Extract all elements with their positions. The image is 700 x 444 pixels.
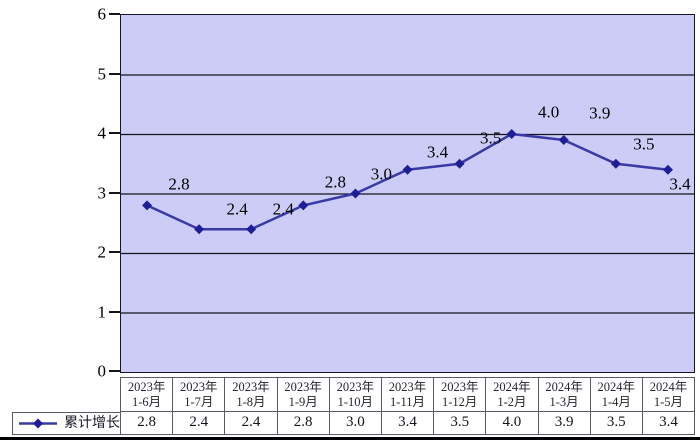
- category-cell: 2024年 1-3月: [537, 378, 590, 411]
- y-axis-tick-mark: [109, 13, 120, 15]
- value-cell: 2.4: [224, 412, 276, 434]
- category-cell: 2023年 1-7月: [172, 378, 224, 411]
- values-row: 2.8 2.4 2.4 2.8 3.0 3.4 3.5 4.0 3.9 3.5 3.4: [120, 412, 695, 435]
- category-cell: 2024年 1-5月: [641, 378, 694, 411]
- y-axis-tick-label: 3: [97, 183, 107, 202]
- y-axis-tick-label: 4: [97, 123, 107, 143]
- plot-area: 2.8 2.4 2.4 2.8 3.0 3.4 3.5 4.0 3.9 3.5 3.4: [120, 14, 695, 373]
- y-axis-tick-mark: [109, 370, 120, 372]
- data-point-label: 2.4: [226, 199, 248, 219]
- data-point-label: 3.5: [633, 134, 655, 154]
- data-point-label: 3.5: [479, 128, 502, 148]
- y-axis-tick-mark: [109, 132, 120, 134]
- y-axis-tick-label: 0: [97, 361, 107, 381]
- data-point-label: 2.8: [324, 172, 346, 192]
- value-cell: 4.0: [485, 412, 537, 434]
- legend-label: 累计增长: [64, 415, 120, 431]
- data-point-label: 3.4: [669, 174, 691, 194]
- y-axis-tick-label: 2: [97, 242, 107, 262]
- value-cell: 2.8: [276, 412, 329, 434]
- y-axis-tick-mark: [109, 72, 120, 75]
- data-point-label: 3.9: [589, 103, 611, 123]
- value-cell: 2.8: [137, 414, 156, 430]
- value-cell: 3.5: [433, 412, 485, 434]
- series-line-chart: [121, 74, 694, 314]
- category-header-row: 2023年 1-6月 2023年 1-7月 2023年 1-8月 2023年 1-9月 2023…: [120, 377, 695, 412]
- data-point-label: 3.0: [370, 164, 393, 183]
- category-cell: 2023年 1-11月: [380, 378, 433, 411]
- y-axis-tick-mark: [109, 310, 120, 313]
- data-point-label: 2.8: [168, 174, 190, 194]
- y-axis-tick-label: 5: [97, 64, 107, 83]
- value-cell: 2.4: [172, 412, 224, 434]
- bottom-rule: [0, 437, 700, 440]
- category-cell: 2023年 1-6月: [127, 380, 166, 409]
- category-cell: 2023年 1-9月: [276, 378, 329, 411]
- category-cell: 2023年 1-12月: [433, 378, 485, 411]
- value-cell: 3.4: [641, 412, 694, 434]
- y-axis-tick-mark: [109, 251, 120, 253]
- legend-marker-icon: [19, 418, 57, 429]
- value-cell: 3.9: [537, 412, 590, 434]
- data-point-label: 3.4: [426, 142, 449, 162]
- value-cell: 3.4: [380, 412, 433, 434]
- data-point-label: 2.4: [272, 199, 294, 219]
- y-axis-tick-label: 1: [97, 302, 107, 321]
- y-axis-tick-label: 6: [97, 4, 107, 24]
- category-cell: 2023年 1-10月: [328, 378, 381, 411]
- category-cell: 2024年 1-2月: [485, 378, 537, 411]
- value-cell: 3.5: [589, 412, 642, 434]
- y-axis-tick-mark: [109, 191, 120, 194]
- category-cell: 2024年 1-4月: [589, 378, 642, 411]
- legend: 累计增长: [12, 412, 121, 435]
- value-cell: 3.0: [328, 412, 381, 434]
- category-cell: 2023年 1-8月: [224, 378, 276, 411]
- data-point-label: 4.0: [538, 102, 560, 122]
